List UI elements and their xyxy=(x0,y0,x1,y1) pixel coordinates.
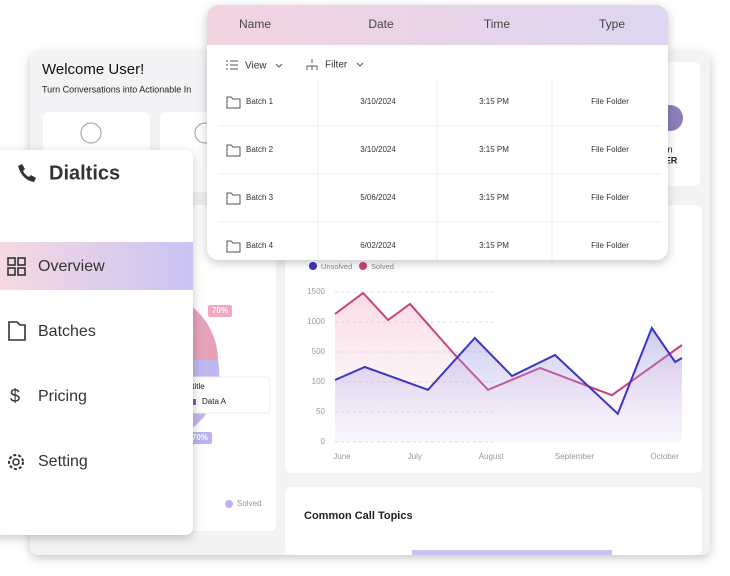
series-line xyxy=(334,325,683,416)
table-popup: Name Date Time Type View Filter Batch 1 3/10/20… xyxy=(207,5,668,260)
brand-name: Dialtics xyxy=(49,162,120,184)
legend-dot xyxy=(359,262,367,270)
table-cell: 3:15 PM xyxy=(479,193,509,202)
legend-label: Solved xyxy=(371,262,394,271)
table-cell: 3/10/2024 xyxy=(360,145,396,154)
chevron xyxy=(356,62,364,67)
legend-label: Unsolved xyxy=(321,262,352,271)
profile-fragment: n xyxy=(667,144,672,154)
y-tick-label: 1000 xyxy=(307,317,325,326)
table-cell: 6/02/2024 xyxy=(360,241,396,250)
folder-icon xyxy=(226,192,241,205)
line-chart: 0 50 100 500 1000 1500 June July August September… xyxy=(307,262,683,461)
pie-slice xyxy=(190,305,218,360)
menu-icon: $ xyxy=(10,386,20,406)
topics-card xyxy=(285,487,702,555)
menu-label[interactable]: Pricing xyxy=(38,388,87,405)
table-cell: Batch 4 xyxy=(246,241,274,250)
pie-label-bg xyxy=(208,305,232,317)
table-cell: File Folder xyxy=(591,145,629,154)
table-cell: 3/10/2024 xyxy=(360,97,396,106)
column-header: Time xyxy=(484,17,511,31)
topic-bar xyxy=(412,550,612,555)
table-cell: Batch 3 xyxy=(246,193,274,202)
menu-label[interactable]: Batches xyxy=(38,323,96,340)
table-cell: File Folder xyxy=(591,241,629,250)
pie-label-bg xyxy=(188,432,212,444)
folder-icon xyxy=(226,240,241,253)
x-tick-label: September xyxy=(555,452,594,461)
pie-legend: Solved xyxy=(237,499,261,508)
x-tick-label: August xyxy=(479,452,505,461)
menu-item[interactable]: Batches xyxy=(8,321,96,341)
pie-label: 70% xyxy=(212,306,228,315)
x-tick-label: June xyxy=(333,452,351,461)
stat-icon xyxy=(80,122,102,144)
welcome-subtitle: Turn Conversations into Actionable In xyxy=(42,84,191,94)
toolbar-button: View xyxy=(245,61,267,72)
y-tick-label: 500 xyxy=(312,347,326,356)
pie-label: 70% xyxy=(192,433,208,442)
x-tick-label: October xyxy=(650,452,679,461)
y-tick-label: 50 xyxy=(316,407,325,416)
welcome-title: Welcome User! xyxy=(42,61,144,78)
x-tick-label: July xyxy=(408,452,422,461)
table-cell: 5/06/2024 xyxy=(360,193,396,202)
menu-label[interactable]: Overview xyxy=(38,258,105,275)
menu-item[interactable]: Setting xyxy=(8,453,88,470)
y-tick-label: 1500 xyxy=(307,287,325,296)
brand-icon xyxy=(18,164,36,182)
table-cell: 3:15 PM xyxy=(479,241,509,250)
legend-dot xyxy=(309,262,317,270)
table-cell: File Folder xyxy=(591,193,629,202)
pie-legend-dot xyxy=(225,500,233,508)
profile-fragment: YER xyxy=(659,155,678,165)
series-area xyxy=(335,328,682,442)
y-tick-label: 100 xyxy=(312,377,326,386)
table-cell: 3:15 PM xyxy=(479,145,509,154)
table-cell: Batch 2 xyxy=(246,145,274,154)
active-menu-bg xyxy=(0,242,193,290)
view-icon xyxy=(226,60,238,70)
menu-item[interactable]: Overview xyxy=(7,257,105,276)
folder-icon xyxy=(226,144,241,157)
table-cell: Batch 1 xyxy=(246,97,274,106)
filter-icon xyxy=(306,59,318,70)
sidebar xyxy=(0,150,193,535)
topics-title: Common Call Topics xyxy=(304,510,413,522)
y-tick-label: 0 xyxy=(321,437,326,446)
table-cell: 3:15 PM xyxy=(479,97,509,106)
chevron xyxy=(275,63,283,68)
column-header: Type xyxy=(599,17,625,31)
menu-item[interactable]: $ Pricing xyxy=(10,386,87,406)
tooltip-item: Data A xyxy=(202,397,227,406)
column-header: Name xyxy=(239,17,271,31)
toolbar-button: Filter xyxy=(325,60,348,71)
menu-label[interactable]: Setting xyxy=(38,453,88,470)
table-cell: File Folder xyxy=(591,97,629,106)
column-header: Date xyxy=(368,17,394,31)
folder-icon xyxy=(226,96,241,109)
table-header xyxy=(207,5,668,45)
